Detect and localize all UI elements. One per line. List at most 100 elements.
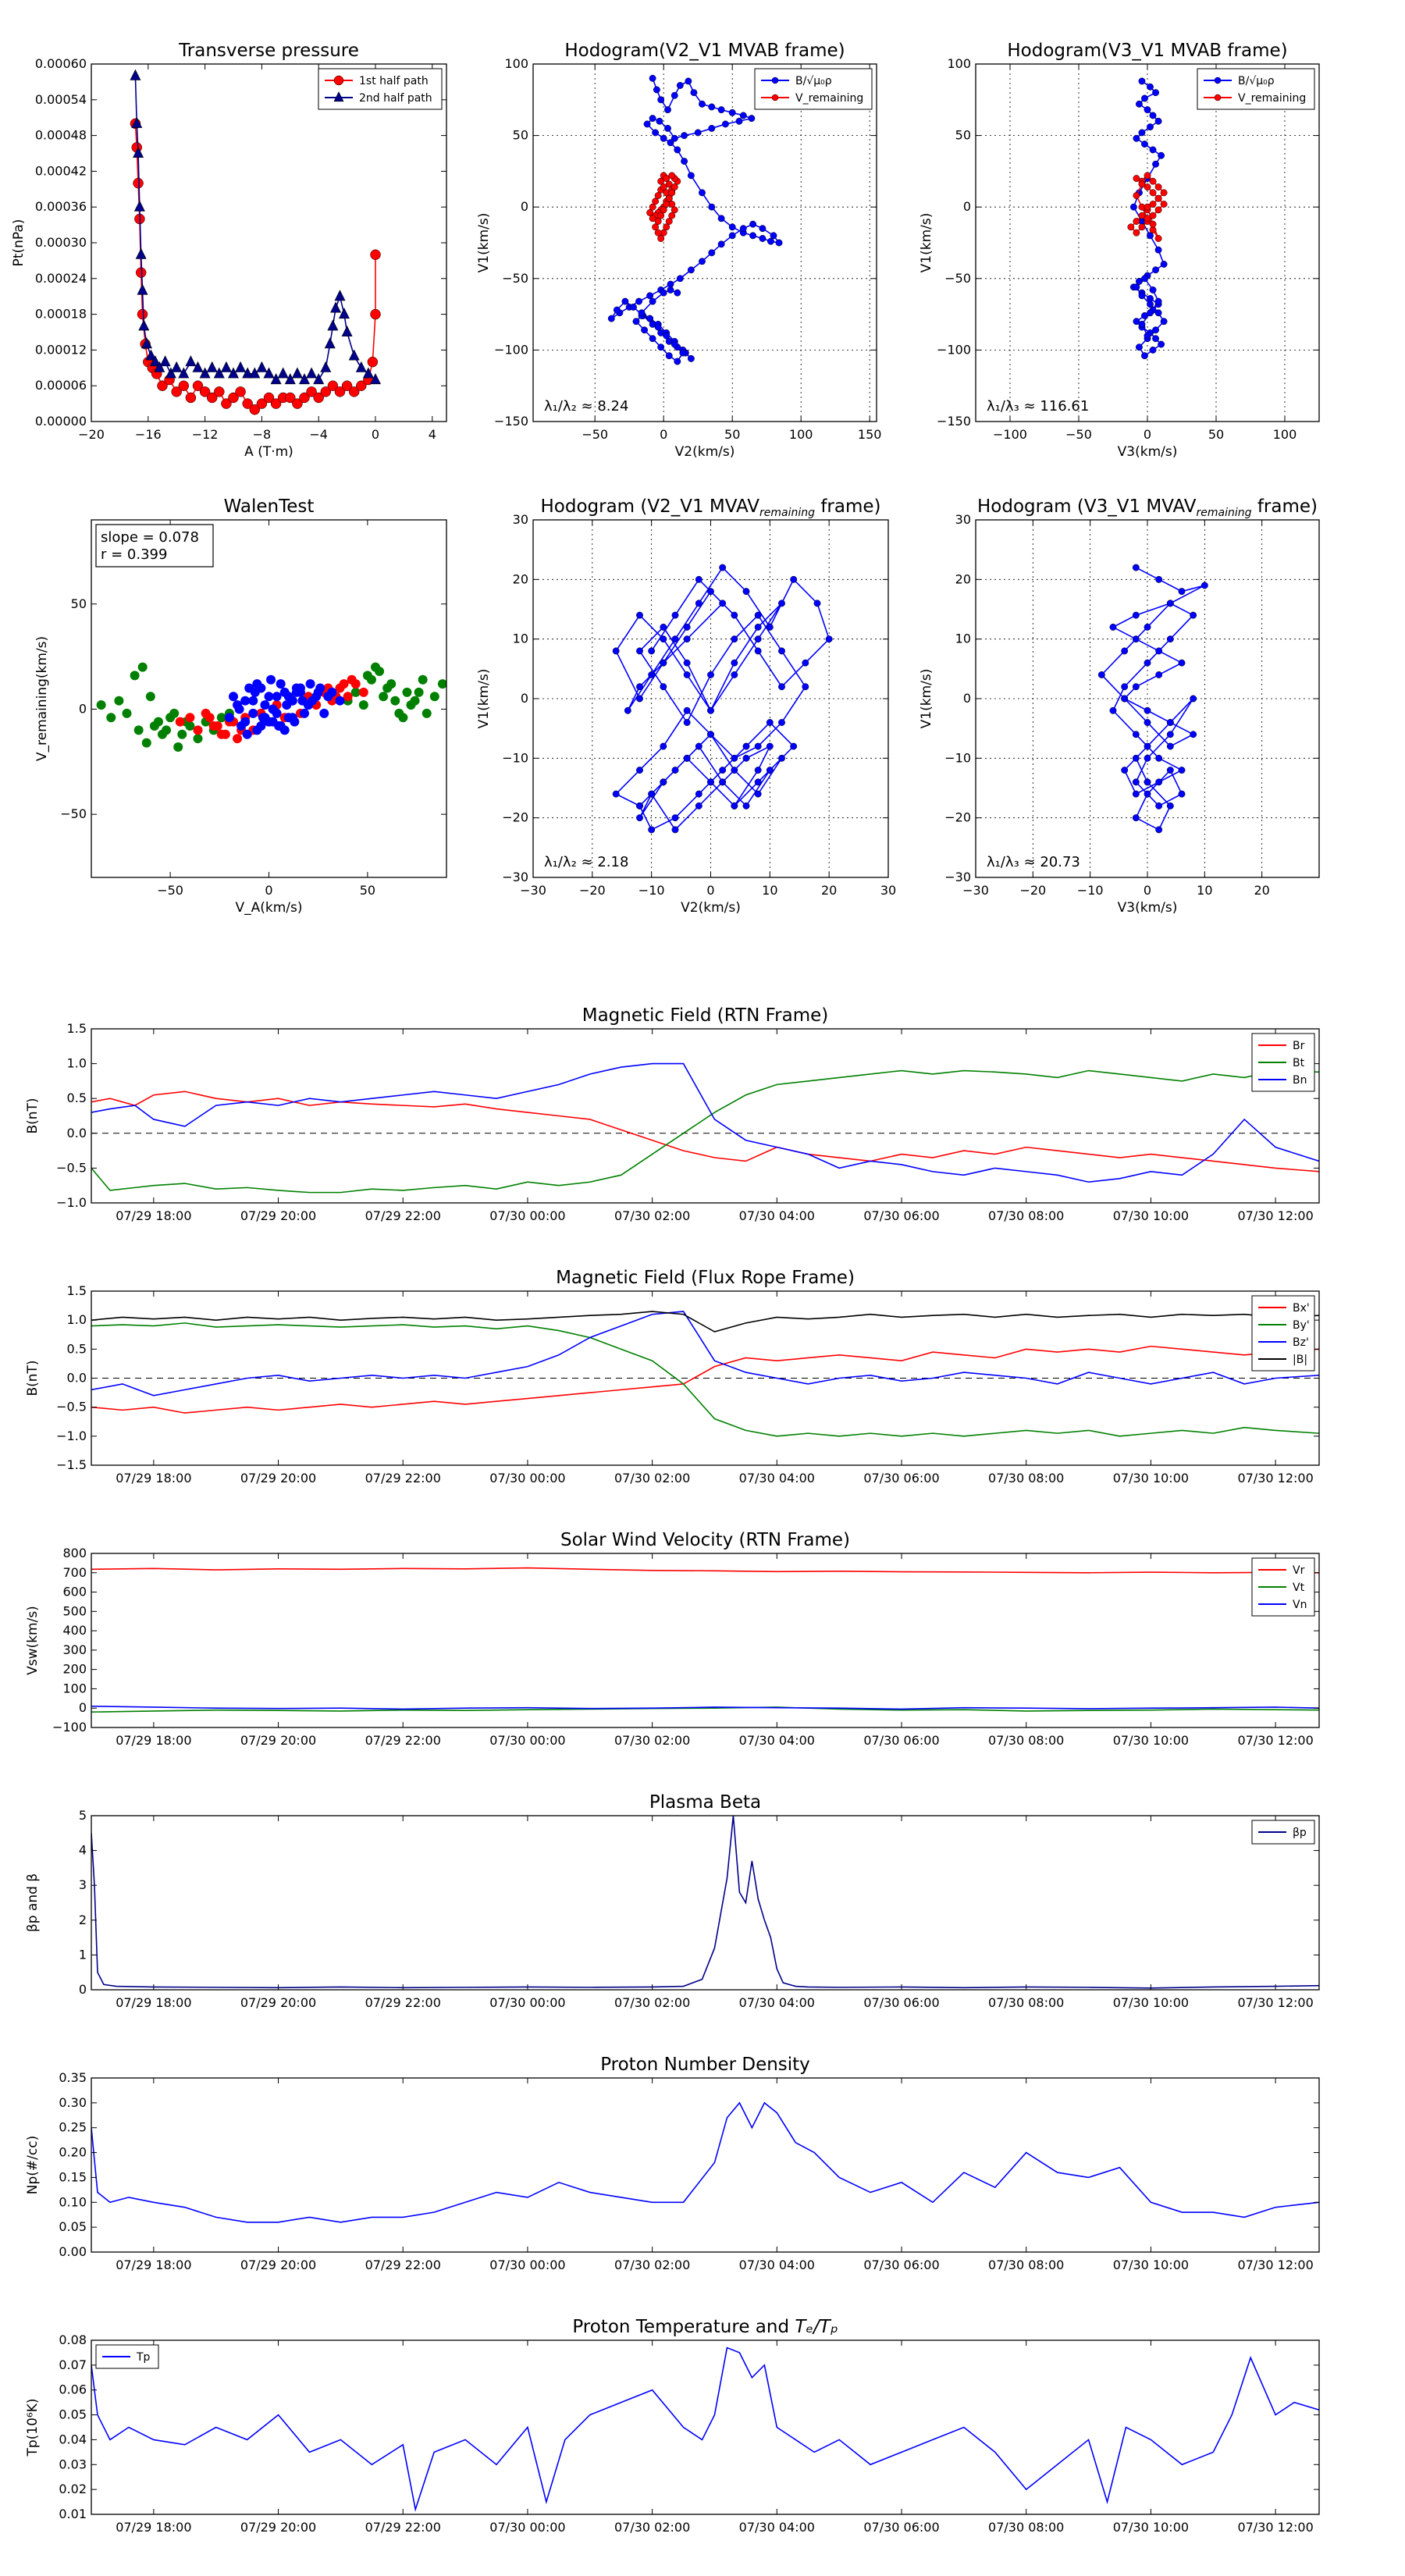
data-point [1141,94,1148,102]
x-tick-label: 07/30 12:00 [1237,1471,1313,1485]
y-tick-label: 1.0 [67,1312,87,1327]
axes-frame [91,2077,1320,2253]
data-area [1097,564,1208,834]
data-point [141,738,151,748]
data-point [313,392,324,404]
data-point [1144,659,1151,667]
series-0 [91,1091,1319,1172]
data-point [778,600,785,607]
data-point [1121,695,1129,703]
x-tick-label: −50 [582,427,608,442]
data-point [1178,767,1186,774]
data-point [327,319,339,331]
y-tick-label: 20 [513,571,528,586]
data-point [1144,754,1151,762]
series-line [91,1322,1319,1437]
data-point [1121,683,1129,691]
annotation-text: slope = 0.078 [101,529,199,546]
data-point [636,647,643,655]
data-point [707,706,714,714]
data-point [771,94,779,101]
x-tick-label: 07/29 18:00 [116,1208,191,1223]
legend-label: B/√μ₀ρ [1238,75,1275,87]
y-tick-label: 0.15 [59,2169,87,2184]
x-tick-label: 150 [858,427,882,442]
data-point [1166,600,1174,607]
data-point [646,315,654,322]
legend: B/√μ₀ρ V_remaining [754,68,873,110]
data-point [1155,671,1163,678]
x-tick-label: 07/30 04:00 [739,2520,815,2535]
data-point [157,380,168,391]
data-point [671,635,679,643]
data-point [1109,623,1117,631]
data-point [1132,754,1140,762]
y-tick-label: 0.20 [59,2145,87,2160]
x-tick-label: 07/30 10:00 [1113,1208,1189,1223]
data-point [636,683,643,691]
y-axis-label: Vsw(km/s) [25,1606,41,1675]
x-tick-label: 07/30 02:00 [614,1733,690,1748]
data-point [660,778,667,786]
data-point [348,349,360,361]
x-tick-label: −20 [78,427,105,442]
y-tick-label: 0 [521,691,528,706]
y-axis-label: Tp(10⁶K) [25,2398,41,2457]
data-point [358,687,368,697]
x-tick-label: 07/30 06:00 [863,1471,939,1485]
x-tick-label: 07/30 12:00 [1237,1995,1313,2010]
annotation-box [95,524,214,568]
data-point [754,647,762,655]
data-point [140,337,152,349]
data-point [137,308,148,320]
data-point [624,706,631,714]
data-point [137,662,148,672]
data-point [674,358,681,365]
x-tick-label: 07/30 00:00 [489,1733,565,1748]
data-point [670,134,678,142]
data-point [228,367,239,379]
y-tick-label: 0.5 [67,1091,87,1105]
data-point [766,623,774,631]
y-tick-label: −1.0 [56,1195,87,1210]
data-point [652,129,660,137]
data-point [766,719,774,726]
data-point [721,120,729,128]
y-tick-label: 0.00018 [35,307,87,322]
x-tick-label: 50 [1208,427,1224,442]
data-point [660,742,667,750]
data-point [1154,206,1162,214]
data-point [657,177,665,185]
data-point [235,386,246,397]
data-point [248,708,258,718]
data-point [367,356,379,368]
data-point [1144,106,1151,114]
data-point [145,349,157,361]
data-point [242,729,252,739]
data-point [252,725,262,735]
legend-label: Tp [136,2351,151,2364]
y-tick-label: 0.00060 [35,56,87,71]
axes-frame [91,1553,1320,1728]
data-area [91,1567,1319,1713]
data-point [1138,320,1146,328]
x-tick-label: 07/30 06:00 [863,2258,939,2272]
x-tick-label: 07/30 06:00 [863,1733,939,1748]
data-point [802,683,809,691]
data-point [766,767,774,774]
data-point [1132,778,1140,786]
x-tick-label: 07/30 08:00 [988,2520,1064,2535]
y-tick-label: 0.00 [59,2244,87,2259]
series-0 [91,1345,1319,1414]
y-tick-label: 0.00030 [35,235,87,250]
data-point [665,352,673,360]
data-point [778,719,785,726]
x-tick-label: 07/30 02:00 [614,2520,690,2535]
data-point [770,232,777,240]
data-point [683,754,691,762]
data-point [138,319,150,331]
data-point [220,729,230,739]
chart-hodogram-v3-v1-mvab: −100 −50 0 50 100 −150 −100 −50 0 50 100 Hodogram(V… [919,41,1320,460]
data-point [1141,311,1148,319]
chart-solar-wind-velocity: 07/29 18:00 07/29 20:00 07/29 22:00 07/30 0… [25,1530,1320,1748]
